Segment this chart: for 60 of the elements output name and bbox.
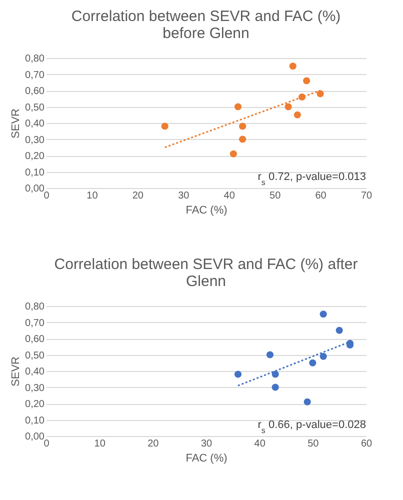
point xyxy=(316,90,324,98)
x-tick-label: 10 xyxy=(86,190,98,202)
y-tick-label: 0,20 xyxy=(25,399,45,410)
y-axis-title: SEVR xyxy=(10,108,22,138)
point xyxy=(289,62,296,70)
x-tick-label: 10 xyxy=(94,438,106,450)
x-tick-label: 40 xyxy=(224,190,236,202)
y-tick-label: 0,40 xyxy=(25,118,45,130)
y-tick-label: 0,00 xyxy=(25,184,45,194)
point xyxy=(320,352,327,360)
y-axis-title: SEVR xyxy=(10,356,22,386)
y-tick-label: 0,40 xyxy=(25,366,45,378)
x-axis-title: FAC (%) xyxy=(186,204,228,216)
point xyxy=(272,384,279,391)
x-tick-label: 60 xyxy=(315,190,327,202)
y-tick-label: 0,80 xyxy=(25,54,45,64)
y-tick-label: 0,50 xyxy=(25,350,45,362)
point xyxy=(161,122,168,130)
x-tick-label: 20 xyxy=(132,190,144,202)
x-tick-label: 40 xyxy=(254,438,266,450)
point xyxy=(230,150,237,158)
point xyxy=(284,103,292,110)
x-tick-label: 50 xyxy=(270,190,282,202)
x-tick-label: 30 xyxy=(200,438,212,450)
y-tick-label: 0,60 xyxy=(25,334,45,345)
y-tick-label: 0,10 xyxy=(25,415,45,426)
point xyxy=(234,103,242,110)
y-tick-label: 0,70 xyxy=(25,318,45,329)
point xyxy=(304,398,311,406)
y-tick-label: 0,30 xyxy=(25,134,45,146)
x-tick-label: 50 xyxy=(308,438,320,450)
point xyxy=(309,359,316,366)
y-tick-label: 0,70 xyxy=(25,70,45,81)
y-tick-label: 0,60 xyxy=(25,86,45,97)
point xyxy=(272,370,279,378)
point xyxy=(320,310,327,318)
point xyxy=(266,351,274,358)
annotation: r$_{s}$ 0.72, p-value=0.013 xyxy=(258,171,366,186)
point xyxy=(294,111,301,118)
chart-title: Correlation between SEVR and FAC (%) after Glenn xyxy=(54,256,358,290)
x-tick-label: 0 xyxy=(44,438,50,450)
point xyxy=(336,326,343,334)
x-tick-label: 0 xyxy=(44,190,50,202)
point xyxy=(303,77,310,84)
point xyxy=(234,370,242,378)
x-tick-label: 30 xyxy=(178,190,190,202)
y-tick-label: 0,50 xyxy=(25,102,45,114)
point xyxy=(239,136,246,143)
x-tick-label: 60 xyxy=(360,438,372,450)
annotation: r$_{s}$ 0.66, p-value=0.028 xyxy=(258,419,366,434)
x-tick-label: 20 xyxy=(148,438,160,450)
y-tick-label: 0,10 xyxy=(25,167,45,178)
y-tick-label: 0,30 xyxy=(25,382,45,394)
point xyxy=(239,122,246,130)
x-tick-label: 70 xyxy=(360,190,372,202)
y-tick-label: 0,80 xyxy=(25,302,45,312)
x-axis-title: FAC (%) xyxy=(186,452,228,464)
y-tick-label: 0,20 xyxy=(25,151,45,162)
chart-title: Correlation between SEVR and FAC (%) before Glenn xyxy=(71,8,341,42)
y-tick-label: 0,00 xyxy=(25,432,45,442)
